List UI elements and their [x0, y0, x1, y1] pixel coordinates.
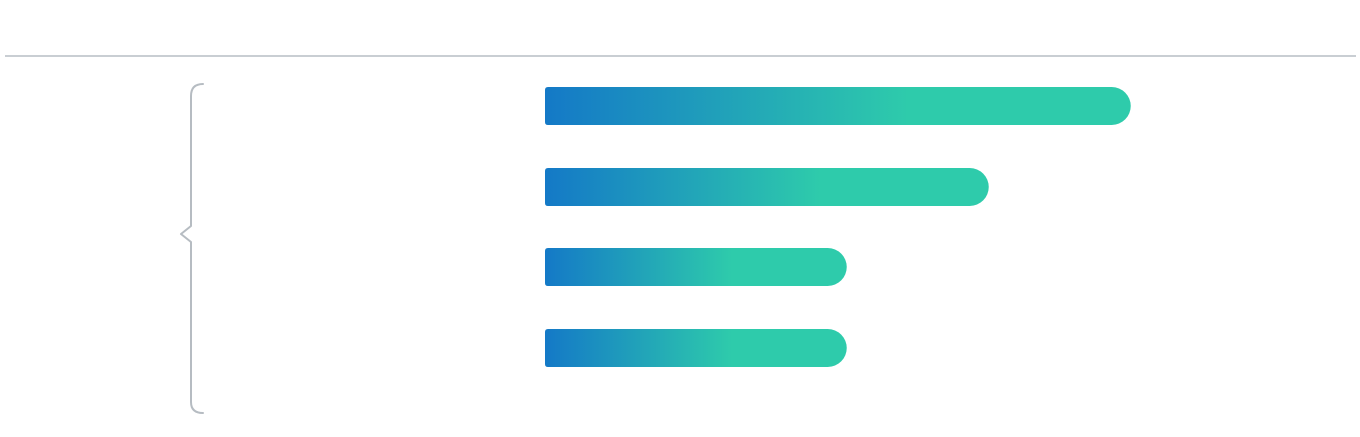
- indication-2-line-2: other mucosal surfaces: [208, 268, 423, 289]
- indication-1-line-2: dysfunction (MGD): [208, 188, 380, 209]
- progress-bar-3: [545, 329, 847, 367]
- header-product-line-1: PRODUCT: [62, 1, 146, 20]
- progress-bar-2: [545, 248, 847, 286]
- header-research-candidate: RESEARCH CANDIDATE: [585, 13, 785, 32]
- indication-label-2: Targeting diseases of other mucosal surf…: [208, 240, 423, 292]
- header-product-line-2: CANDIDATE: [54, 17, 154, 36]
- header-ind-enabling: IND-ENABLING: [906, 13, 1034, 32]
- grouping-bracket: [180, 83, 204, 414]
- indication-1-line-1: Meibomian gland: [208, 162, 367, 183]
- progress-bar-0: [545, 87, 1131, 125]
- bracket-path: [180, 83, 204, 414]
- indication-label-3: MCAL-201 + existing approved drug co-eng…: [208, 320, 481, 398]
- header-product-candidate: PRODUCT CANDIDATE: [34, 3, 174, 35]
- indication-3-line-3: for slow release: [208, 374, 354, 395]
- indication-2-line-1: Targeting diseases of: [208, 242, 403, 263]
- header-indication: INDICATION: [273, 13, 375, 32]
- product-label: MCAL-201: [22, 221, 153, 250]
- progress-bar-1: [545, 168, 989, 206]
- indication-3-line-1: MCAL-201 + existing: [208, 322, 400, 343]
- indication-0-line-1: Evaporative dry eye (EDE): [208, 95, 451, 116]
- header-phase-1-2: PHASE 1/2: [1209, 13, 1301, 32]
- header-divider: [5, 55, 1356, 57]
- indication-label-0: Evaporative dry eye (EDE): [208, 93, 451, 119]
- indication-3-line-2: approved drug co-engineered: [208, 348, 482, 369]
- indication-label-1: Meibomian gland dysfunction (MGD): [208, 160, 380, 212]
